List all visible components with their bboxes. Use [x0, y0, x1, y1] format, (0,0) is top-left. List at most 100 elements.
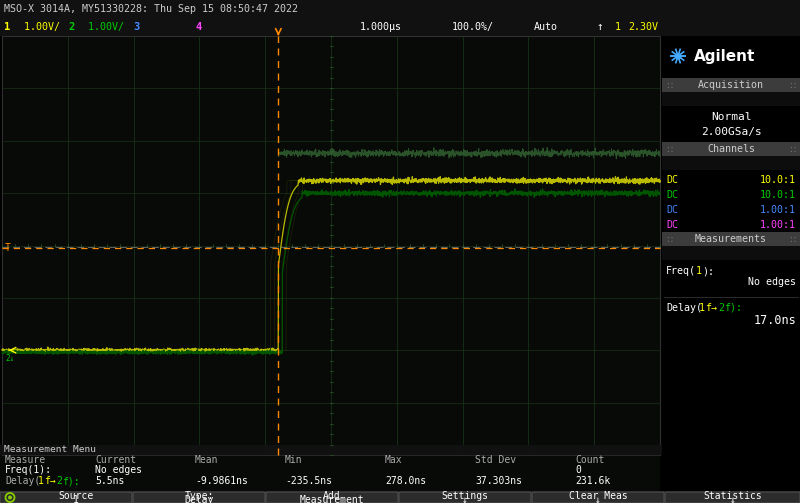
Text: Type:: Type:: [184, 491, 214, 501]
Text: Settings: Settings: [442, 491, 489, 501]
Text: 2: 2: [56, 476, 62, 486]
Text: Measurement: Measurement: [300, 495, 364, 503]
FancyBboxPatch shape: [0, 492, 132, 503]
Text: 17.0ns: 17.0ns: [754, 314, 796, 327]
Bar: [662, 142, 800, 156]
Text: -9.9861ns: -9.9861ns: [195, 476, 248, 486]
Text: 1.00:1: 1.00:1: [760, 220, 796, 230]
Text: ::: ::: [788, 144, 797, 153]
Text: 4: 4: [195, 22, 202, 32]
Text: Mean: Mean: [195, 455, 218, 465]
Text: Statistics: Statistics: [703, 491, 762, 501]
FancyBboxPatch shape: [266, 492, 398, 503]
Text: DC: DC: [666, 190, 678, 200]
Text: 231.6k: 231.6k: [575, 476, 610, 486]
Text: Min: Min: [285, 455, 302, 465]
Text: ↓: ↓: [730, 495, 735, 503]
Text: No edges: No edges: [748, 277, 796, 287]
Text: ::: ::: [665, 80, 674, 90]
Text: Clear Meas: Clear Meas: [569, 491, 627, 501]
Text: 1.00V/: 1.00V/: [12, 22, 60, 32]
Text: 1: 1: [696, 266, 702, 276]
Text: Measurements: Measurements: [695, 234, 767, 244]
Text: Measure: Measure: [5, 455, 46, 465]
Text: 0: 0: [575, 465, 581, 475]
Text: DC: DC: [666, 220, 678, 230]
Text: Delay: Delay: [184, 495, 214, 503]
Text: Delay(: Delay(: [5, 476, 40, 486]
Text: 2.30V: 2.30V: [628, 22, 658, 32]
Text: f):: f):: [62, 476, 80, 486]
Bar: [0, 455, 660, 493]
Text: 1.00:1: 1.00:1: [760, 205, 796, 215]
Text: Freq(1):: Freq(1):: [5, 465, 52, 475]
Text: 10.0:1: 10.0:1: [760, 175, 796, 185]
Bar: [0, 445, 662, 455]
Text: 37.303ns: 37.303ns: [475, 476, 522, 486]
Text: 278.0ns: 278.0ns: [385, 476, 426, 486]
Text: -235.5ns: -235.5ns: [285, 476, 332, 486]
Text: Acquisition: Acquisition: [698, 80, 764, 90]
Bar: [662, 170, 800, 232]
Text: 100.0%/: 100.0%/: [452, 22, 494, 32]
Text: ):: ):: [702, 266, 714, 276]
Text: ::: ::: [788, 234, 797, 243]
Text: 1.00V/: 1.00V/: [76, 22, 124, 32]
Text: 1: 1: [4, 22, 10, 32]
Point: [672, 52, 685, 60]
Text: ↑: ↑: [596, 22, 602, 32]
Text: 1: 1: [699, 303, 705, 313]
Bar: [662, 232, 800, 246]
Bar: [0, 0, 800, 18]
Text: 1: 1: [73, 495, 79, 503]
Text: 1: 1: [615, 22, 621, 32]
Text: 5.5ns: 5.5ns: [95, 476, 124, 486]
Text: ↓: ↓: [595, 495, 601, 503]
Bar: [662, 78, 800, 92]
Text: Source: Source: [58, 491, 94, 501]
Bar: [662, 36, 800, 455]
Text: MSO-X 3014A, MY51330228: Thu Sep 15 08:50:47 2022: MSO-X 3014A, MY51330228: Thu Sep 15 08:5…: [4, 4, 298, 14]
Text: Freq(: Freq(: [666, 266, 696, 276]
Text: 2.00GSa/s: 2.00GSa/s: [701, 127, 762, 137]
Circle shape: [8, 495, 12, 499]
Text: T: T: [5, 242, 11, 253]
Text: ::: ::: [665, 234, 674, 243]
Text: ::: ::: [788, 80, 797, 90]
Text: DC: DC: [666, 205, 678, 215]
Text: 10.0:1: 10.0:1: [760, 190, 796, 200]
Bar: [0, 491, 800, 503]
Text: ↓: ↓: [462, 495, 468, 503]
Text: No edges: No edges: [95, 465, 142, 475]
Text: 3: 3: [133, 22, 139, 32]
Text: Delay(: Delay(: [666, 303, 702, 313]
Text: f):: f):: [724, 303, 742, 313]
FancyBboxPatch shape: [665, 492, 800, 503]
Text: 2: 2: [68, 22, 74, 32]
Text: Auto: Auto: [534, 22, 558, 32]
Text: ::: ::: [665, 144, 674, 153]
FancyBboxPatch shape: [399, 492, 531, 503]
Text: Agilent: Agilent: [694, 48, 755, 63]
FancyBboxPatch shape: [133, 492, 265, 503]
Text: f→: f→: [705, 303, 717, 313]
Text: Max: Max: [385, 455, 402, 465]
Bar: [662, 260, 800, 455]
Text: Count: Count: [575, 455, 604, 465]
Text: Channels: Channels: [707, 144, 755, 154]
Text: 2↓: 2↓: [5, 354, 14, 363]
Text: DC: DC: [666, 175, 678, 185]
Text: Add: Add: [323, 491, 341, 501]
Bar: [0, 18, 800, 36]
FancyBboxPatch shape: [532, 492, 664, 503]
Text: 1: 1: [38, 476, 44, 486]
Text: 1.000μs: 1.000μs: [360, 22, 402, 32]
Bar: [662, 106, 800, 142]
Text: Std Dev: Std Dev: [475, 455, 516, 465]
Text: 2: 2: [718, 303, 724, 313]
Text: Measurement Menu: Measurement Menu: [4, 446, 96, 455]
Text: f→: f→: [44, 476, 56, 486]
Bar: [662, 36, 800, 78]
Bar: [2, 36, 660, 455]
Text: Current: Current: [95, 455, 136, 465]
